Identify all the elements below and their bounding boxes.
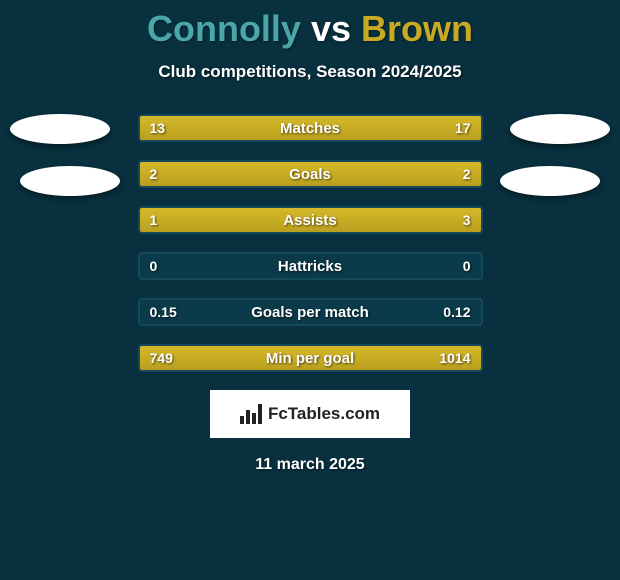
comparison-title: Connolly vs Brown (0, 0, 620, 50)
bars-container: 1317Matches 22Goals 13Assists 00Hattricks 0.… (138, 114, 483, 372)
player-marker-oval (500, 166, 600, 196)
player1-name: Connolly (147, 8, 301, 49)
stat-bar-row: 7491014Min per goal (138, 344, 483, 372)
stat-label: Hattricks (140, 254, 481, 278)
stat-label: Assists (140, 208, 481, 232)
stat-bar-row: 1317Matches (138, 114, 483, 142)
source-logo-text: FcTables.com (268, 404, 380, 424)
date-label: 11 march 2025 (0, 456, 620, 474)
player-marker-oval (510, 114, 610, 144)
stat-bar-row: 0.150.12Goals per match (138, 298, 483, 326)
stat-bar-row: 22Goals (138, 160, 483, 188)
source-logo-badge: FcTables.com (210, 390, 410, 438)
vs-word: vs (311, 8, 351, 49)
stat-bar-row: 13Assists (138, 206, 483, 234)
stat-label: Goals (140, 162, 481, 186)
player2-name: Brown (361, 8, 473, 49)
bar-chart-icon (240, 404, 262, 424)
stat-label: Min per goal (140, 346, 481, 370)
stat-bar-row: 00Hattricks (138, 252, 483, 280)
player-marker-oval (10, 114, 110, 144)
subtitle: Club competitions, Season 2024/2025 (0, 62, 620, 82)
player-marker-oval (20, 166, 120, 196)
stat-label: Goals per match (140, 300, 481, 324)
comparison-stage: 1317Matches 22Goals 13Assists 00Hattricks 0.… (0, 114, 620, 372)
stat-label: Matches (140, 116, 481, 140)
